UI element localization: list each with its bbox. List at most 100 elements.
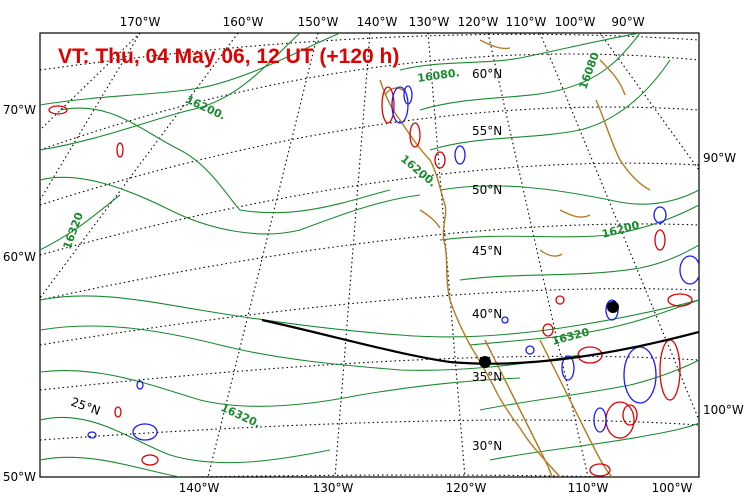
meridian-160w	[40, 33, 239, 299]
anomaly-blue-1	[391, 86, 409, 124]
track-point-2	[607, 301, 619, 313]
lat-label-60n: 60°N	[472, 67, 502, 81]
left-label-50w: 50°W	[3, 470, 36, 484]
top-lon-90w: 90°W	[611, 15, 644, 29]
lat-label-55n: 55°N	[472, 124, 502, 138]
valid-time-title: VT: Thu, 04 May 06, 12 UT (+120 h)	[58, 45, 399, 68]
contour-16320-b	[40, 325, 581, 371]
top-lon-110w: 110°W	[506, 15, 547, 29]
meridian-100w	[599, 33, 699, 171]
baja-california	[484, 339, 553, 477]
left-label-70w: 70°W	[3, 103, 36, 117]
gulf-of-california	[539, 339, 613, 477]
anomaly-blue-11	[653, 206, 667, 224]
contour-16440-e	[479, 359, 699, 411]
coastline	[379, 39, 651, 477]
top-lon-140w: 140°W	[357, 15, 398, 29]
parallel-45n	[40, 223, 699, 301]
parallel-55n	[40, 106, 699, 206]
negative-anomaly-contours	[87, 85, 699, 441]
contour-16200-d	[439, 185, 699, 205]
contour-16440-b	[40, 416, 331, 464]
lat-label-50n: 50°N	[472, 183, 502, 197]
right-labels: 90°W 100°W	[703, 151, 744, 417]
island-2	[419, 209, 441, 229]
contour-16320-a	[40, 295, 699, 338]
anomaly-red-14	[654, 229, 666, 251]
lat-label-35n: 35°N	[472, 370, 502, 384]
arctic-coast	[599, 59, 626, 96]
anomaly-blue-10	[679, 255, 699, 285]
track-point-1	[479, 356, 491, 368]
hudson-bay-west	[595, 99, 651, 191]
anomaly-blue-5	[87, 431, 97, 439]
anomaly-red-15	[589, 463, 611, 477]
left-labels: 70°W 60°W 50°W	[3, 103, 36, 484]
island-1	[384, 87, 406, 96]
anomaly-blue-2	[403, 85, 413, 105]
bottom-lon-130w: 130°W	[313, 481, 354, 495]
parallel-40n	[40, 288, 699, 346]
contour-16320-c	[439, 204, 699, 241]
left-label-60w: 60°W	[3, 250, 36, 264]
top-lon-100w: 100°W	[555, 15, 596, 29]
anomaly-blue-7	[561, 355, 575, 381]
bottom-lon-120w: 120°W	[446, 481, 487, 495]
anomaly-red-5	[381, 86, 395, 124]
lat-label-40n: 40°N	[472, 307, 502, 321]
bottom-lon-110w: 110°W	[568, 481, 609, 495]
lat-label-45n: 45°N	[472, 244, 502, 258]
positive-anomaly-contours	[48, 86, 693, 477]
lat-label-30n: 30°N	[472, 439, 502, 453]
anomaly-red-13	[667, 293, 693, 307]
contour-15960	[40, 33, 341, 106]
meridian-170w	[40, 33, 141, 131]
parallel-60n	[40, 53, 699, 151]
alaska-coast	[479, 39, 511, 50]
contour-16320-left	[40, 194, 121, 251]
contour-16080-b	[399, 33, 641, 71]
anomaly-blue-6	[132, 423, 158, 441]
anomaly-blue-4	[136, 380, 144, 390]
parallel-50n	[40, 162, 699, 256]
bottom-lon-140w: 140°W	[179, 481, 220, 495]
contour-16440-f	[489, 422, 699, 461]
lake-2	[539, 249, 563, 257]
top-lon-160w: 160°W	[223, 15, 264, 29]
anomaly-red-4	[141, 454, 159, 466]
contour-16080-c	[419, 33, 641, 111]
anomaly-red-2	[116, 142, 124, 158]
meridian-extra-1	[40, 33, 141, 201]
contour-label-16080-a: 16080.	[417, 66, 461, 85]
anomaly-red-9	[577, 346, 603, 364]
contour-16440-c	[40, 456, 181, 477]
top-lon-170w: 170°W	[120, 15, 161, 29]
right-label-90w: 90°W	[703, 151, 736, 165]
top-lon-120w: 120°W	[458, 15, 499, 29]
west-coast	[379, 79, 561, 477]
storm-track	[261, 318, 699, 365]
top-lon-150w: 150°W	[298, 15, 339, 29]
contour-16200-a	[59, 107, 391, 214]
anomaly-blue-3	[454, 145, 466, 165]
right-label-100w: 100°W	[703, 403, 744, 417]
top-longitude-labels: 170°W 160°W 150°W 140°W 130°W 120°W 110°…	[120, 15, 645, 29]
bottom-lon-100w: 100°W	[652, 481, 693, 495]
height-contours	[40, 33, 699, 477]
anomaly-blue-13	[525, 345, 535, 355]
bottom-longitude-labels: 140°W 130°W 120°W 110°W 100°W	[179, 481, 693, 495]
top-lon-130w: 130°W	[409, 15, 450, 29]
contour-16080-a	[40, 33, 301, 151]
anomaly-red-11	[622, 404, 638, 426]
contour-16440-a	[40, 370, 521, 407]
anomaly-red-8	[542, 323, 554, 337]
contour-16440-d	[469, 299, 699, 346]
anomaly-red-7	[434, 151, 446, 169]
map-frame	[39, 32, 700, 478]
lake-1	[559, 209, 591, 218]
contour-16200-c	[429, 59, 671, 151]
anomaly-blue-12	[593, 407, 607, 433]
anomaly-red-1	[48, 105, 68, 115]
